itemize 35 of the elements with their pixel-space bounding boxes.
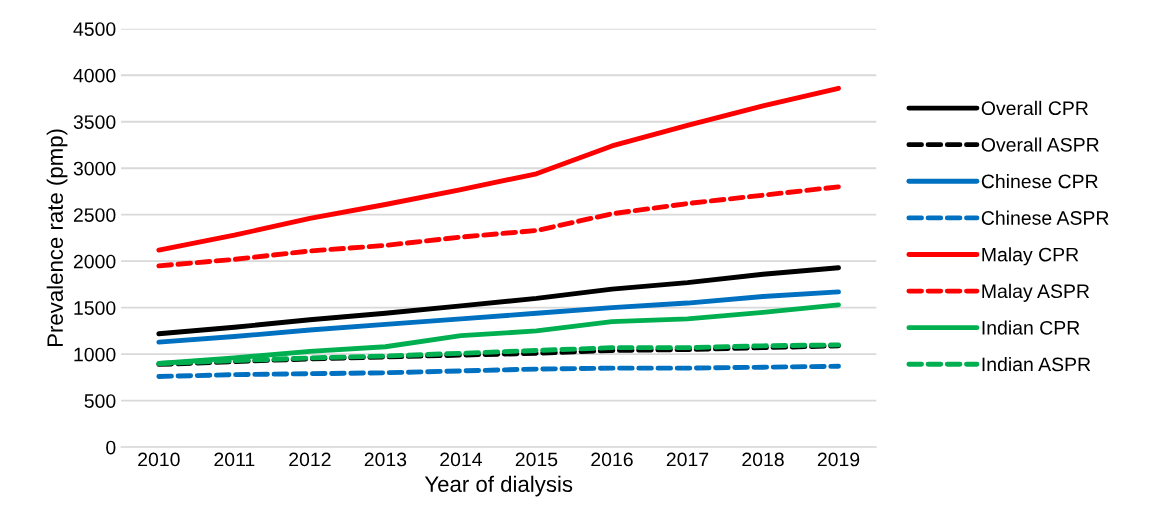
legend-label: Overall ASPR (981, 137, 1099, 152)
line-series (156, 85, 841, 253)
line-series (156, 265, 841, 337)
line-series (156, 363, 841, 379)
x-axis-title: Year of dialysis (424, 475, 573, 497)
legend-label: Chinese ASPR (981, 210, 1109, 225)
y-tick-label: 3500 (73, 115, 116, 129)
x-tick-label: 2011 (214, 452, 255, 467)
y-tick-label: 1500 (74, 301, 116, 315)
y-tick-label: 500 (84, 394, 116, 408)
legend-label: Overall CPR (981, 100, 1088, 116)
x-tick-label: 2016 (591, 452, 633, 467)
x-tick-label: 2014 (440, 452, 482, 467)
x-tick-label: 2018 (742, 452, 784, 467)
y-tick-label: 1000 (74, 347, 116, 362)
x-tick-label: 2017 (666, 452, 709, 467)
y-tick-label: 3000 (73, 161, 116, 176)
y-tick-label: 4000 (73, 68, 116, 83)
y-tick-label: 2500 (73, 208, 116, 222)
x-tick-label: 2015 (515, 452, 558, 467)
legend-label: Malay ASPR (982, 283, 1090, 302)
y-tick-label: 4500 (73, 22, 116, 36)
x-tick-label: 2019 (817, 452, 860, 467)
x-tick-label: 2010 (138, 452, 180, 467)
line-series (156, 289, 841, 345)
y-tick-label: 2000 (73, 254, 116, 269)
y-axis-title: Prevalence rate (pmp) (46, 129, 68, 347)
x-tick-label: 2013 (364, 452, 407, 467)
legend-label: Indian CPR (982, 320, 1080, 335)
line-series (156, 184, 841, 269)
legend-label: Indian ASPR (982, 357, 1091, 372)
y-tick-label: 0 (106, 440, 116, 455)
x-tick-label: 2012 (289, 452, 331, 467)
legend-label: Malay CPR (982, 247, 1079, 266)
legend-label: Chinese CPR (981, 174, 1098, 189)
